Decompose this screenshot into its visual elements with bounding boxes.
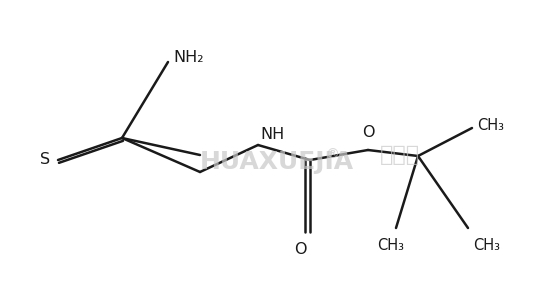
Text: 化学加: 化学加 <box>380 145 420 165</box>
Text: NH₂: NH₂ <box>173 51 203 66</box>
Text: ®: ® <box>325 148 339 162</box>
Text: O: O <box>362 125 374 140</box>
Text: CH₃: CH₃ <box>378 238 405 253</box>
Text: CH₃: CH₃ <box>473 238 500 253</box>
Text: O: O <box>294 242 306 257</box>
Text: CH₃: CH₃ <box>477 119 504 134</box>
Text: NH: NH <box>260 127 284 142</box>
Text: S: S <box>40 152 50 167</box>
Text: HUAXUEJIA: HUAXUEJIA <box>200 150 354 174</box>
